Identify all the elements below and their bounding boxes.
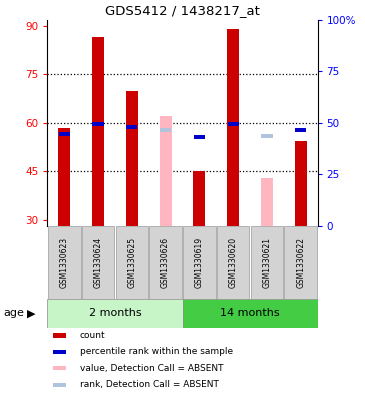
Text: 14 months: 14 months (220, 309, 280, 318)
Bar (251, 226, 283, 299)
Bar (227, 122, 239, 126)
Text: GSM1330620: GSM1330620 (228, 237, 238, 288)
Bar (182, 299, 318, 328)
Text: count: count (80, 331, 105, 340)
Text: GSM1330622: GSM1330622 (296, 237, 305, 288)
Bar (59, 132, 70, 136)
Bar (149, 226, 182, 299)
Bar (295, 141, 307, 226)
Bar (160, 128, 171, 132)
Bar (53, 333, 66, 338)
Bar (193, 171, 205, 226)
Text: ▶: ▶ (27, 309, 36, 318)
Bar (53, 383, 66, 387)
Bar (227, 29, 239, 226)
Bar (58, 128, 70, 226)
Bar (183, 226, 216, 299)
Bar (217, 226, 249, 299)
Bar (47, 299, 182, 328)
Bar (261, 134, 273, 138)
Bar (116, 226, 148, 299)
Text: GSM1330623: GSM1330623 (60, 237, 69, 288)
Bar (92, 37, 104, 226)
Bar (53, 350, 66, 354)
Text: percentile rank within the sample: percentile rank within the sample (80, 347, 233, 356)
Bar (126, 90, 138, 226)
Bar (295, 128, 306, 132)
Bar (160, 116, 172, 226)
Text: 2 months: 2 months (89, 309, 141, 318)
Text: value, Detection Call = ABSENT: value, Detection Call = ABSENT (80, 364, 223, 373)
Text: GSM1330619: GSM1330619 (195, 237, 204, 288)
Text: GSM1330626: GSM1330626 (161, 237, 170, 288)
Text: GSM1330621: GSM1330621 (262, 237, 272, 288)
Text: GSM1330625: GSM1330625 (127, 237, 137, 288)
Bar (261, 178, 273, 226)
Text: GSM1330624: GSM1330624 (93, 237, 103, 288)
Bar (284, 226, 317, 299)
Title: GDS5412 / 1438217_at: GDS5412 / 1438217_at (105, 4, 260, 17)
Bar (126, 125, 138, 129)
Text: rank, Detection Call = ABSENT: rank, Detection Call = ABSENT (80, 380, 219, 389)
Bar (82, 226, 114, 299)
Bar (48, 226, 81, 299)
Text: age: age (4, 309, 24, 318)
Bar (53, 366, 66, 371)
Bar (194, 136, 205, 139)
Bar (92, 122, 104, 126)
